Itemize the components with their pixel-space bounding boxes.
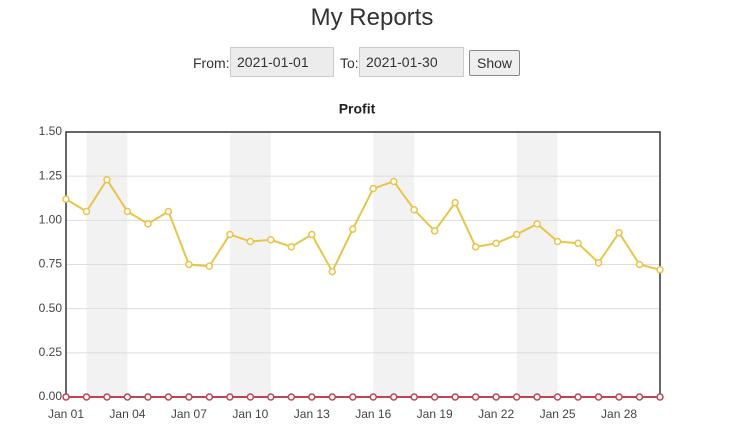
data-point (471, 243, 480, 251)
data-point (103, 393, 111, 401)
data-point (512, 230, 521, 239)
data-point (164, 207, 173, 216)
data-point (635, 260, 644, 269)
y-tick-label: 1.00 (39, 213, 63, 227)
data-point (205, 262, 214, 271)
data-point (594, 258, 603, 267)
data-point (574, 239, 582, 248)
y-tick-label: 0.00 (39, 389, 63, 403)
data-point (492, 393, 500, 401)
data-point (205, 393, 214, 401)
y-tick-label: 1.25 (39, 168, 63, 182)
data-point (451, 393, 459, 401)
x-tick-label: Jan 22 (478, 407, 514, 421)
chart-title: Profit (339, 101, 376, 117)
data-point (144, 220, 152, 228)
data-point (492, 239, 500, 248)
data-point (512, 393, 521, 401)
data-point (533, 393, 541, 401)
x-tick-label: Jan 13 (294, 407, 330, 421)
data-point (553, 237, 562, 246)
data-point (226, 230, 234, 239)
from-label: From: (193, 55, 230, 71)
data-point (656, 393, 664, 401)
data-point (574, 393, 582, 401)
data-point (123, 393, 132, 401)
data-point (615, 228, 623, 237)
data-point (185, 260, 193, 269)
data-point (308, 393, 316, 401)
data-point (410, 393, 418, 401)
data-point (328, 393, 337, 401)
data-point (287, 243, 296, 251)
x-tick-label: Jan 01 (48, 407, 84, 421)
data-point (389, 393, 398, 401)
to-input[interactable]: 2021-01-30 (359, 47, 464, 77)
data-point (62, 195, 70, 203)
data-point (410, 205, 418, 214)
data-point (656, 266, 664, 274)
x-tick-label: Jan 16 (355, 407, 391, 421)
data-point (635, 393, 644, 401)
from-input[interactable]: 2021-01-01 (230, 47, 334, 77)
x-tick-label: Jan 07 (171, 407, 207, 421)
data-point (267, 236, 275, 244)
data-point (389, 177, 398, 186)
data-point (369, 184, 377, 193)
data-point (471, 393, 480, 401)
data-point (308, 230, 316, 239)
data-point (246, 393, 255, 401)
data-point (349, 225, 357, 233)
data-point (185, 393, 193, 401)
data-point (82, 207, 91, 216)
data-point (349, 393, 357, 401)
data-point (451, 198, 459, 207)
y-tick-label: 0.25 (39, 345, 63, 359)
data-point (287, 393, 296, 401)
x-tick-label: Jan 25 (540, 407, 576, 421)
data-point (430, 393, 439, 401)
data-point (82, 393, 91, 401)
data-point (246, 237, 255, 246)
y-tick-label: 0.75 (39, 257, 63, 271)
data-point (328, 267, 337, 276)
data-point (615, 393, 623, 401)
show-button[interactable]: Show (469, 50, 520, 76)
data-point (430, 227, 439, 235)
page-title: My Reports (310, 4, 434, 31)
data-point (103, 175, 111, 184)
x-tick-label: Jan 28 (601, 407, 637, 421)
data-point (369, 393, 377, 401)
x-tick-label: Jan 19 (417, 407, 453, 421)
data-point (164, 393, 173, 401)
data-point (553, 393, 562, 401)
y-tick-label: 0.50 (39, 301, 63, 315)
data-point (267, 393, 275, 401)
x-tick-label: Jan 10 (232, 407, 268, 421)
y-tick-label: 1.50 (39, 124, 63, 138)
data-point (594, 393, 603, 401)
x-tick-label: Jan 04 (109, 407, 145, 421)
data-point (144, 393, 152, 401)
data-point (123, 207, 132, 216)
to-label: To: (340, 55, 359, 71)
series-line (65, 177, 661, 274)
data-point (226, 393, 234, 401)
chart: Profit 0.00 0.25 0.50 0.75 1.00 1.25 1.50 Jan 0… (39, 101, 664, 421)
data-point (62, 393, 70, 401)
data-point (533, 220, 541, 228)
